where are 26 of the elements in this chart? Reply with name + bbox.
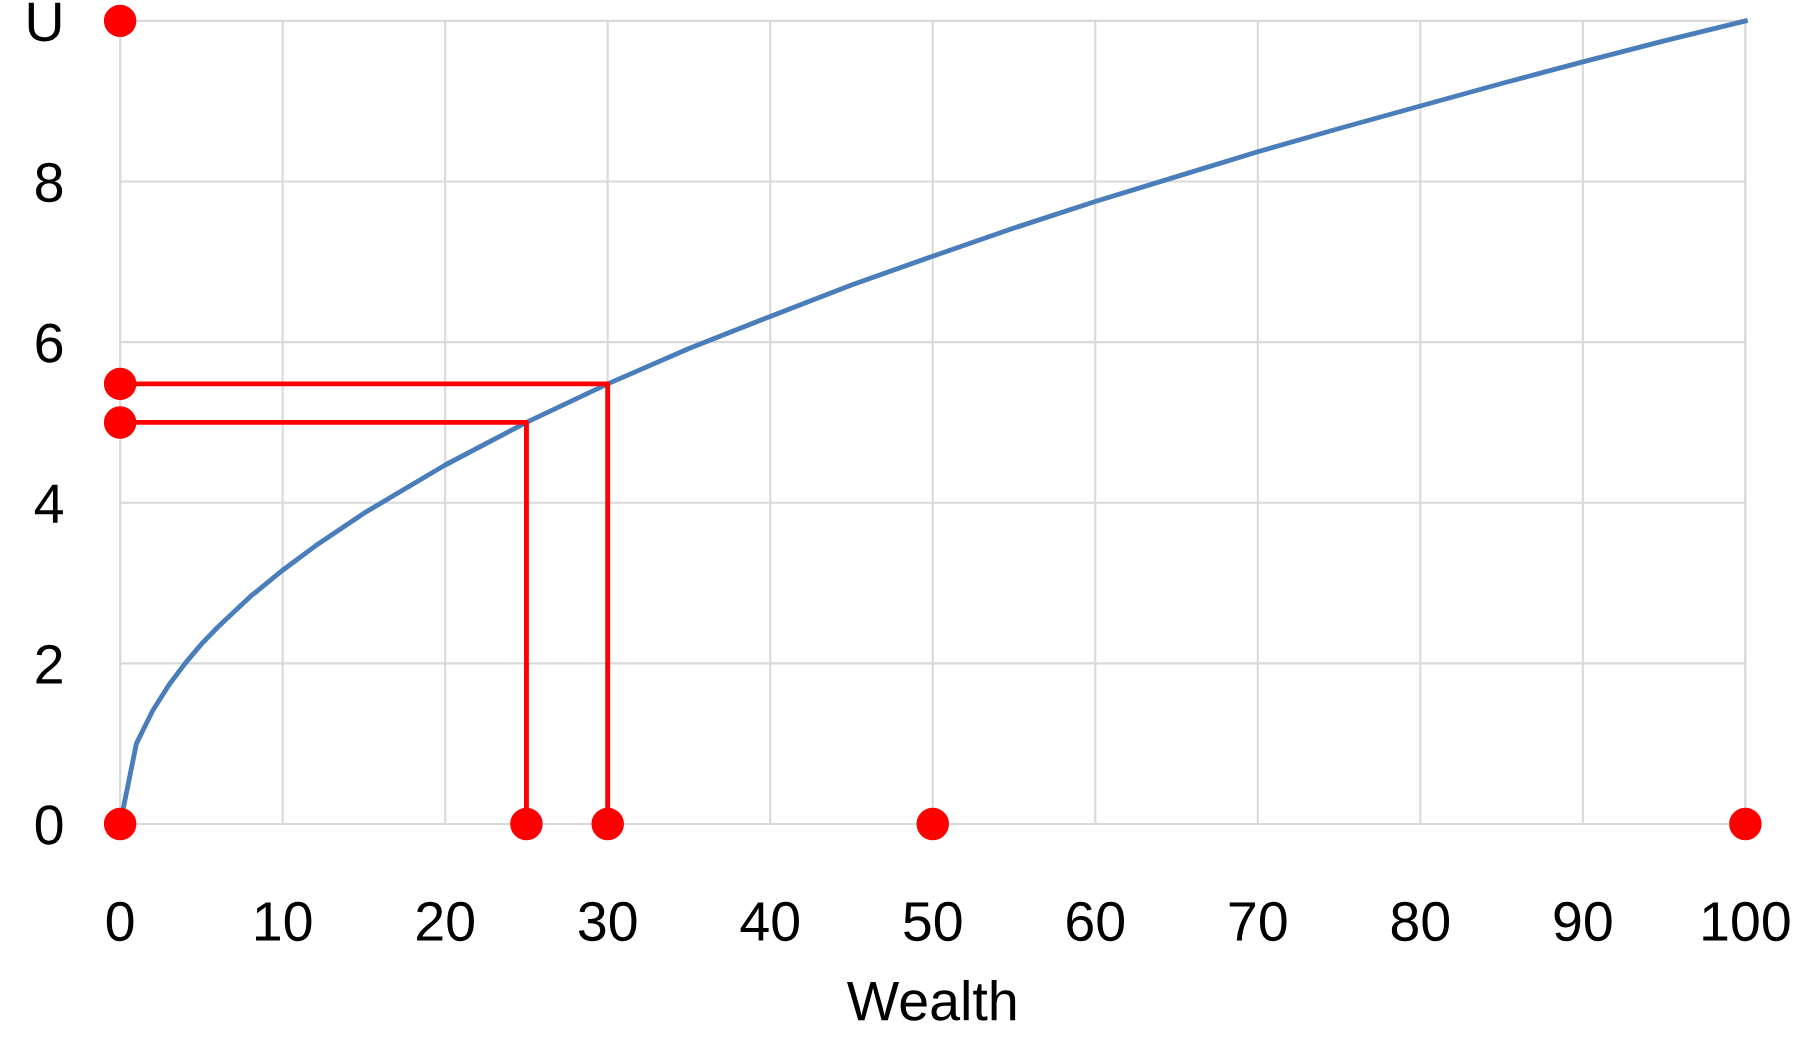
point	[510, 807, 543, 841]
y-tick-label: 8	[36, 162, 63, 203]
x-tick-label: 50	[904, 901, 962, 942]
x-axis-title: Wealth	[847, 979, 1016, 1021]
y-tick-label: 6	[36, 323, 63, 363]
x-tick-label: 40	[740, 901, 799, 942]
x-tick-label: 10	[255, 901, 312, 942]
x-tick-label: 0	[106, 901, 134, 942]
x-tick-label: 70	[1229, 901, 1287, 942]
y-tick-label: U	[28, 2, 61, 42]
point	[1729, 807, 1762, 841]
y-tick-label: 0	[35, 805, 63, 845]
point	[916, 807, 949, 841]
point	[591, 807, 624, 841]
point	[103, 367, 137, 401]
x-tick-label: 100	[1703, 901, 1790, 942]
x-tick-label: 80	[1391, 901, 1450, 942]
x-tick-label: 20	[417, 901, 474, 942]
y-tick-label: 2	[36, 644, 62, 684]
x-tick-label: 60	[1067, 901, 1124, 942]
point	[103, 807, 137, 841]
point	[103, 4, 137, 38]
x-tick-label: 30	[578, 901, 637, 942]
x-tick-label: 90	[1554, 901, 1612, 942]
y-tick-label: 4	[34, 484, 63, 523]
point	[103, 406, 137, 439]
